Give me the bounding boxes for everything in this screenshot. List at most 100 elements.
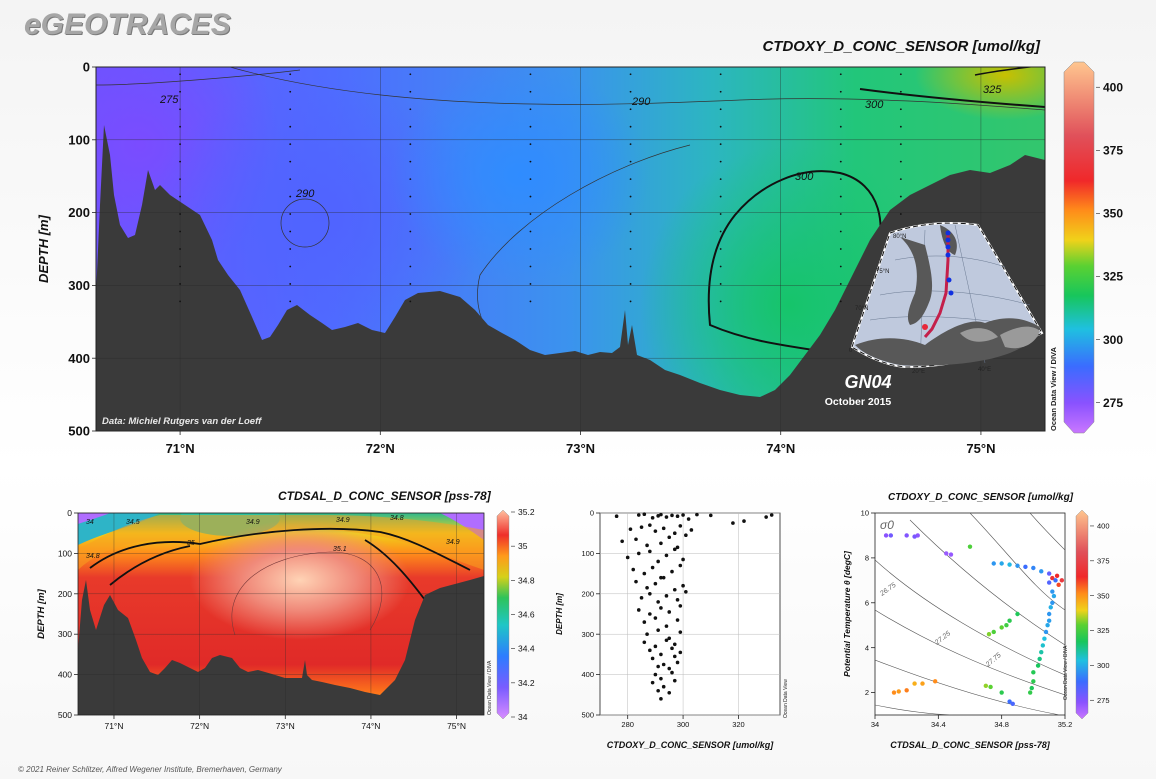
ts-title: CTDOXY_D_CONC_SENSOR [umol/kg] [888,492,1074,503]
station-dot [179,195,181,198]
x-tick-label: 74°N [361,721,380,731]
contour-line [280,198,330,248]
station-dot [289,143,292,146]
station-dot [899,143,902,146]
station-dot [529,213,532,215]
x-tick-label: 34 [871,720,879,729]
y-tick-label: 0 [83,60,90,75]
data-point [1031,565,1036,571]
data-point [661,575,666,580]
data-point [1042,636,1047,641]
station-dot [179,108,181,111]
data-point [1035,663,1041,668]
data-point [659,676,663,681]
data-point [628,527,633,531]
contour-label: 34.5 [126,519,140,526]
y-tick-label: 2 [865,688,869,697]
data-point [667,610,672,614]
seafloor [78,576,484,715]
station-dot [719,178,722,181]
data-point [614,514,619,519]
station-dot [179,125,181,128]
station-dot [529,160,532,163]
colorbar-tick-label: 350 [1097,591,1110,600]
station-dot [529,300,532,303]
station-dot [409,300,412,303]
odv-label: Ocean Data View / DIVA [1049,346,1058,431]
oxygen-section-chart: 71°N 72°N 73°N 74°N 75°N 0 100 200 300 400 500 275… [36,60,1123,456]
station-dot [629,195,632,198]
station-dot [289,248,292,250]
data-point [988,684,993,690]
data-point [888,533,894,538]
station-dot [719,265,722,268]
station-dot [839,125,842,128]
salinity-title: CTDSAL_D_CONC_SENSOR [pss-78] [278,489,491,503]
svg-text:75°N: 75°N [876,269,889,275]
colorbar-tick-label: 275 [1097,696,1110,705]
x-tick-label: 75°N [447,721,466,731]
data-point [896,689,901,694]
station-dot [289,195,292,198]
data-point [1004,623,1009,628]
data-point [1007,562,1012,567]
data-point [672,547,677,552]
contour-label: 275 [159,94,179,106]
data-point [912,534,917,539]
data-point [983,683,989,689]
contour-label: 300 [865,99,884,111]
contour-line [859,88,1045,108]
data-point [948,552,954,557]
data-point [999,690,1004,695]
station-dot [529,90,532,93]
y-tick-label: 300 [68,278,90,293]
data-point [932,679,938,684]
station-dot [839,283,842,285]
colorbar-ticks: 34 34.2 34.4 34.6 34.8 35 35.2 [511,507,535,722]
y-tick-label: 0 [590,509,594,518]
station-dot [839,90,842,93]
station-dot [719,90,722,93]
station-dot [839,143,842,146]
y-tick-label: 500 [581,711,594,720]
station-dot [179,160,181,163]
data-point [681,557,685,562]
data-point [991,629,996,635]
data-point [1007,699,1012,704]
station-dot [629,213,632,215]
x-tick-label: 75°N [966,441,995,456]
station-dot [839,230,842,233]
data-point [661,684,666,689]
data-point [1045,623,1050,628]
plot-frame [599,512,781,716]
colorbar-tick-label: 325 [1097,626,1110,635]
data-point [670,513,674,518]
colorbar-tick-label: 325 [1103,270,1123,284]
data-point [686,517,691,521]
data-point [650,680,655,685]
data-point [695,512,699,517]
data-point [681,583,685,588]
isopycnal-label: σ0 [880,518,894,532]
data-point [891,690,897,695]
data-point [1015,611,1020,617]
data-point [675,598,680,602]
station-dot [719,195,722,198]
data-point [681,513,685,517]
data-point [656,688,660,693]
y-tick-label: 100 [581,549,594,558]
y-axis-label: DEPTH [m] [36,588,47,638]
y-tick-label: 400 [68,351,90,366]
data-point [645,585,649,590]
data-point [645,543,649,548]
data-point [904,688,909,693]
data-point [653,672,658,677]
contour-label: 300 [795,171,814,183]
station-dot [529,178,532,181]
station-dot [629,178,632,181]
data-point [672,654,677,659]
data-point [625,555,630,560]
station-dot [289,90,292,93]
data-point [653,581,658,586]
contour-label: 35 [187,540,195,547]
